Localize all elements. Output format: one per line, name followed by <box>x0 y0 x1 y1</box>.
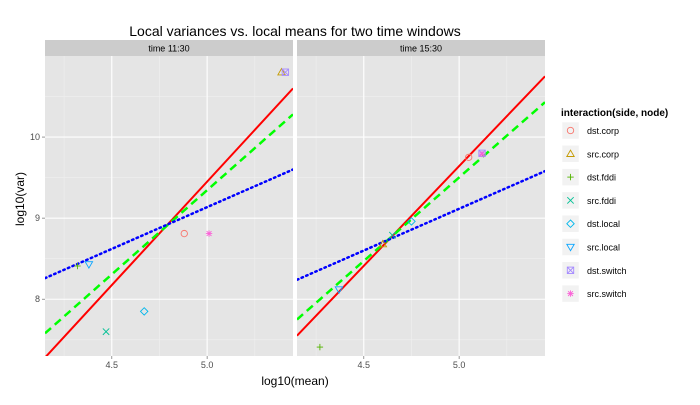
legend-key <box>561 145 580 163</box>
data-point <box>205 230 213 237</box>
facet-panel: time 11:30 4.5 5.0 8 9 10 <box>30 40 293 370</box>
data-point <box>465 153 473 162</box>
legend-label: dst.switch <box>587 266 627 276</box>
legend-item: dst.corp <box>561 121 619 140</box>
legend-item: dst.switch <box>561 261 627 280</box>
y-tick-label: 10 <box>30 132 40 142</box>
fit-line-dotted <box>45 168 293 280</box>
facet-panel: time 15:30 4.5 5.0 <box>297 40 545 370</box>
facet-strip <box>297 40 545 56</box>
x-tick-label: 4.5 <box>106 360 119 370</box>
legend-key-symbol <box>567 290 574 297</box>
data-point <box>478 150 486 158</box>
legend-label: dst.local <box>587 219 620 229</box>
legend-item: dst.fddi <box>561 168 616 186</box>
fit-line-dotted <box>297 169 545 282</box>
legend-key <box>561 214 580 233</box>
data-points <box>316 149 486 351</box>
legend-key-symbol <box>566 266 575 274</box>
chart-title: Local variances vs. local means for two … <box>129 23 460 39</box>
data-point <box>139 307 149 316</box>
legend-item: src.local <box>561 238 620 256</box>
legend: interaction(side, node) dst.corp src.corp… <box>561 108 668 303</box>
y-tick-label: 8 <box>35 294 40 304</box>
legend-label: dst.fddi <box>587 173 616 183</box>
data-point <box>84 261 94 269</box>
legend-items: dst.corp src.corp dst.fddi src.fddi dst.loca… <box>561 121 627 303</box>
legend-item: dst.local <box>561 214 620 233</box>
legend-label: src.switch <box>587 289 627 299</box>
data-point <box>388 231 396 239</box>
legend-key <box>561 238 580 256</box>
data-point <box>334 286 344 295</box>
data-points <box>74 67 290 336</box>
plot-background <box>45 56 293 356</box>
legend-item: src.switch <box>561 284 627 303</box>
facet-strip-label: time 15:30 <box>400 44 442 54</box>
data-point <box>180 229 188 238</box>
facet-strip-label: time 11:30 <box>148 44 189 54</box>
legend-key-symbol <box>566 126 575 135</box>
data-point <box>74 262 81 270</box>
legend-key-symbol <box>566 219 575 229</box>
x-tick-label: 5.0 <box>453 360 466 370</box>
legend-label: src.corp <box>587 149 619 159</box>
legend-title: interaction(side, node) <box>561 108 668 119</box>
facet-strip <box>45 40 293 56</box>
legend-item: src.fddi <box>561 191 616 210</box>
legend-label: dst.corp <box>587 126 619 136</box>
legend-key-symbol <box>567 173 574 181</box>
fit-line-dashed <box>297 101 545 321</box>
legend-label: src.fddi <box>587 196 616 206</box>
legend-key-symbol <box>566 243 575 252</box>
y-axis-label: log10(var) <box>13 172 27 226</box>
data-point <box>277 67 287 76</box>
fit-line-dashed <box>45 113 293 335</box>
x-axis-label: log10(mean) <box>261 374 328 388</box>
legend-key <box>561 121 580 140</box>
legend-item: src.corp <box>561 145 619 163</box>
data-point <box>378 239 388 248</box>
legend-key-symbol <box>566 196 575 204</box>
data-point <box>102 328 110 336</box>
data-point <box>407 217 416 226</box>
fit-lines <box>45 87 293 356</box>
data-point <box>281 68 290 76</box>
facet-panels: time 11:30 4.5 5.0 8 9 10 time 15:30 4.5 5.0 <box>30 40 545 370</box>
legend-key-symbol <box>566 149 575 157</box>
data-point <box>316 343 324 351</box>
x-tick-label: 4.5 <box>358 360 371 370</box>
legend-label: src.local <box>587 243 620 253</box>
x-tick-label: 5.0 <box>201 360 214 370</box>
y-tick-label: 9 <box>35 213 40 223</box>
